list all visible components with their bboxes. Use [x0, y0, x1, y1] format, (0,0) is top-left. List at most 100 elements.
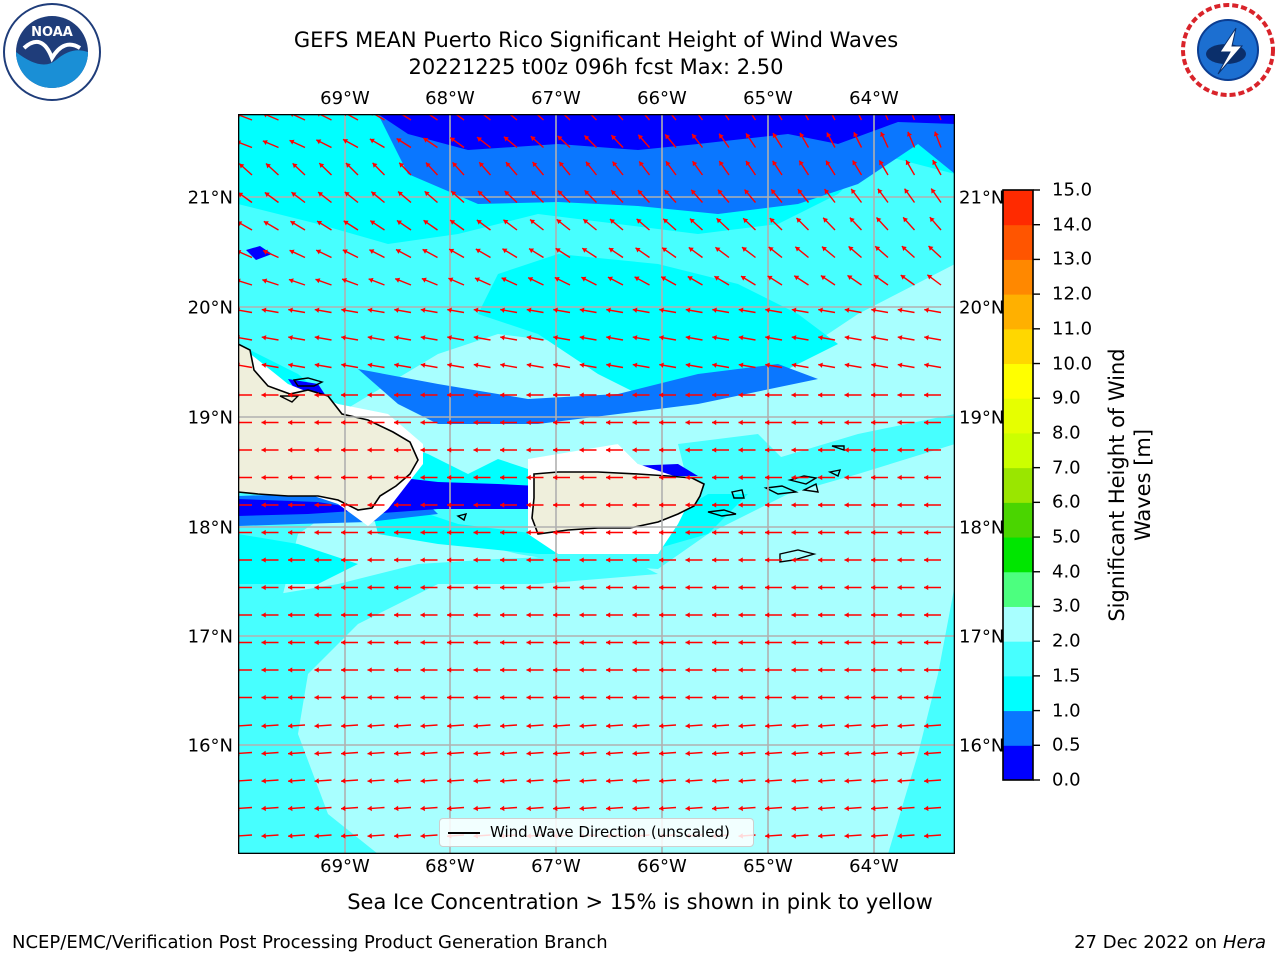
wind-arrow-head — [425, 162, 431, 168]
wind-arrow-head — [818, 474, 823, 481]
wind-arrow-head — [685, 778, 690, 784]
wind-arrow-head — [341, 750, 346, 757]
wind-arrow-head — [501, 277, 507, 283]
wind-arrow-head — [500, 584, 505, 591]
wind-arrow-head — [239, 163, 245, 169]
wind-arrow-head — [288, 612, 293, 618]
wind-arrow-head — [871, 362, 876, 368]
wind-arrow-head — [897, 584, 902, 591]
wind-arrow-head — [765, 805, 770, 812]
wind-arrow-head — [712, 362, 717, 368]
wind-arrow-head — [765, 419, 770, 426]
colorbar-tick-label: 15.0 — [1052, 179, 1093, 201]
wind-arrow-head — [500, 750, 505, 757]
wind-arrow-head — [665, 134, 670, 140]
wind-arrow-head — [738, 474, 743, 481]
wind-arrow-head — [420, 529, 425, 536]
wind-arrow-head — [341, 805, 346, 812]
wind-arrow-head — [579, 584, 584, 591]
wind-arrow-head — [447, 778, 452, 784]
wind-arrow-head — [715, 247, 721, 252]
wind-arrow-head — [579, 392, 584, 398]
wind-arrow-head — [606, 667, 611, 673]
wind-arrow-head — [262, 140, 268, 146]
wind-arrow-head — [903, 217, 908, 223]
map-legend: Wind Wave Direction (unscaled) — [439, 818, 754, 847]
wind-arrow-head — [288, 639, 293, 646]
wind-arrow — [238, 834, 253, 837]
wind-arrow-head — [632, 307, 638, 313]
wind-arrow-head — [500, 335, 505, 341]
wind-arrow-head — [261, 392, 266, 398]
wind-arrow-head — [791, 335, 797, 341]
wind-arrow-head — [791, 392, 796, 398]
wind-arrow-head — [288, 805, 293, 812]
wind-arrow-head — [818, 307, 823, 313]
wind-arrow-head — [924, 667, 929, 673]
wind-arrow-head — [314, 639, 319, 646]
wind-arrow-head — [288, 584, 293, 591]
wind-arrow-head — [475, 248, 481, 254]
wind-arrow-head — [394, 474, 399, 481]
wind-arrow-head — [897, 805, 902, 812]
lat-label-left: 20°N — [187, 297, 233, 319]
wind-arrow-head — [632, 612, 637, 618]
wind-arrow-head — [606, 502, 611, 508]
wind-arrow-head — [526, 474, 531, 481]
wind-arrow-head — [929, 217, 935, 223]
wind-arrow-head — [745, 160, 751, 166]
wind-arrow-head — [394, 833, 399, 839]
wind-arrow-head — [317, 220, 323, 226]
wind-arrow-head — [553, 502, 558, 508]
wind-arrow-head — [818, 750, 823, 757]
wind-arrow-head — [500, 362, 505, 368]
colorbar-segment — [1003, 675, 1033, 712]
wind-arrow-head — [447, 584, 452, 591]
wind-arrow-head — [738, 667, 743, 673]
wind-arrow — [830, 114, 836, 121]
wind-arrow-head — [528, 277, 534, 282]
wind-arrow-head — [314, 584, 319, 591]
wind-arrow-head — [448, 277, 454, 283]
wind-arrow-head — [579, 667, 584, 673]
wind-arrow-head — [500, 392, 505, 398]
wind-arrow-head — [818, 502, 823, 508]
wind-arrow-head — [500, 447, 505, 453]
wind-arrow-head — [261, 557, 266, 563]
wind-arrow-head — [261, 307, 267, 313]
wind-arrow-head — [818, 447, 823, 453]
wind-arrow — [804, 114, 810, 121]
wind-arrow-head — [712, 750, 717, 757]
wind-arrow — [723, 114, 730, 121]
wind-arrow-head — [738, 419, 743, 426]
wind-arrow-head — [685, 639, 690, 646]
wind-arrow — [345, 114, 359, 121]
wind-arrow-head — [394, 778, 399, 784]
wind-arrow-head — [504, 190, 510, 196]
wind-arrow-head — [447, 307, 452, 313]
wind-arrow-head — [924, 612, 929, 618]
colorbar-segment — [1003, 467, 1033, 503]
wind-arrow-head — [818, 667, 823, 673]
wind-arrow-head — [606, 335, 611, 341]
wind-arrow-head — [289, 139, 295, 145]
wind-arrow-head — [765, 392, 770, 398]
wind-arrow-head — [712, 392, 717, 398]
chart-subtitle: 20221225 t00z 096h fcst Max: 2.50 — [408, 55, 784, 79]
wind-arrow-head — [611, 190, 617, 196]
wind-arrow-head — [579, 502, 584, 508]
wind-arrow-head — [924, 307, 929, 313]
lon-label-top: 64°W — [849, 88, 899, 109]
lat-label-right: 17°N — [959, 626, 1005, 648]
wind-arrow-head — [420, 694, 425, 701]
wind-arrow-head — [825, 160, 831, 166]
lat-label-left: 21°N — [187, 187, 233, 209]
wind-arrow-head — [341, 307, 346, 313]
wind-arrow-head — [928, 245, 934, 251]
wind-arrow-head — [897, 447, 902, 453]
wind-arrow-head — [474, 277, 480, 283]
wind-arrow-head — [394, 419, 399, 426]
wind-arrow-head — [447, 723, 452, 729]
wind-arrow-head — [897, 529, 902, 536]
wind-arrow-head — [557, 190, 563, 196]
